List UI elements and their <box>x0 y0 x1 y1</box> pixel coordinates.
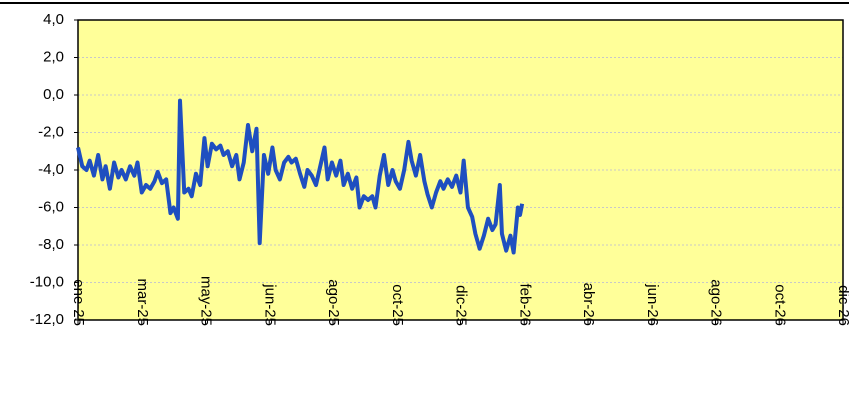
x-tick-label: jun-26 <box>644 283 661 326</box>
y-tick-label: -2,0 <box>38 123 64 140</box>
x-tick-label: abr-26 <box>580 283 597 326</box>
x-tick-label: ago-26 <box>708 279 725 326</box>
x-tick-label: oct-25 <box>389 284 406 326</box>
x-tick-label: dic-26 <box>835 285 849 326</box>
y-tick-label: 4,0 <box>43 11 64 28</box>
x-tick-label: feb-26 <box>516 283 533 326</box>
x-tick-label: dic-25 <box>453 285 470 326</box>
y-tick-label: -4,0 <box>38 161 64 178</box>
plot-border <box>77 19 844 321</box>
x-tick-label: ago-25 <box>325 279 342 326</box>
data-line <box>76 98 525 255</box>
y-tick-label: 0,0 <box>43 86 64 103</box>
y-tick-label: -8,0 <box>38 236 64 253</box>
plot-area <box>78 20 843 320</box>
y-tick-label: 2,0 <box>43 48 64 65</box>
y-tick-label: -10,0 <box>30 273 64 290</box>
x-tick-label: may-25 <box>198 276 215 326</box>
y-tick-label: -12,0 <box>30 311 64 328</box>
x-tick-label: mar-25 <box>134 278 151 326</box>
y-tick-label: -6,0 <box>38 198 64 215</box>
x-tick-label: oct-26 <box>771 284 788 326</box>
x-tick-label: jun-25 <box>261 283 278 326</box>
